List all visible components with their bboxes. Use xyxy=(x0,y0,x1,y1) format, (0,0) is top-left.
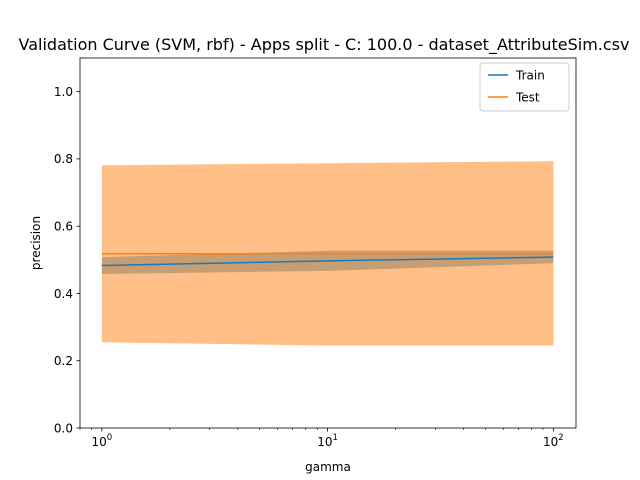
y-tick-label: 0.2 xyxy=(54,354,73,368)
y-axis-label: precision xyxy=(29,216,43,270)
x-tick-label: 102 xyxy=(543,433,564,449)
line-train xyxy=(101,256,554,267)
legend-label-test: Test xyxy=(515,90,540,104)
y-tick-label: 0.8 xyxy=(54,152,73,166)
y-axis-ticks: 0.0 0.2 0.4 0.6 0.8 1.0 xyxy=(54,85,80,435)
x-axis-ticks: 100 101 102 xyxy=(79,428,564,449)
x-tick-label: 101 xyxy=(317,433,338,449)
series-lines xyxy=(101,253,554,267)
legend: Train Test xyxy=(479,62,570,112)
y-tick-label: 0.4 xyxy=(54,287,73,301)
legend-label-train: Train xyxy=(515,68,545,82)
x-tick-label: 100 xyxy=(92,433,113,449)
y-tick-label: 0.6 xyxy=(54,219,73,233)
y-tick-label: 1.0 xyxy=(54,85,73,99)
y-tick-label: 0.0 xyxy=(54,421,73,435)
x-axis-label: gamma xyxy=(305,460,351,474)
chart-title: Validation Curve (SVM, rbf) - Apps split… xyxy=(19,35,630,55)
